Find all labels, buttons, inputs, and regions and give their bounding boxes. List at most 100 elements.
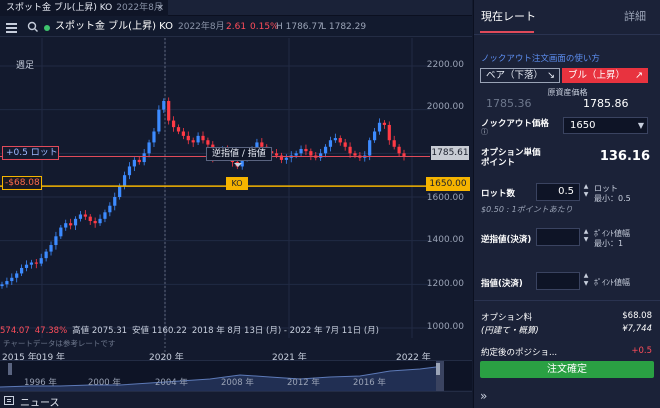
stat-high: 高値 2075.31 [72, 326, 128, 336]
instrument-tab[interactable]: スポット金 ブル(上昇) KO 2022年8月 × [0, 0, 168, 16]
y-tick: 2000.00 [426, 102, 464, 112]
fee-jpy-label: (円建て・概算) [481, 326, 539, 336]
bull-button[interactable]: ブル（上昇） ↗ [562, 68, 648, 83]
help-link[interactable]: ノックアウト注文画面の使い方 [481, 54, 600, 64]
candle-body [10, 277, 14, 282]
candlestick-chart-svg[interactable] [0, 38, 472, 360]
navigator-area-svg[interactable] [0, 361, 472, 391]
candle-body [392, 140, 396, 147]
expand-panel-icon[interactable]: » [480, 389, 488, 403]
position-size-label[interactable]: +0.5 ロット [2, 146, 59, 160]
candle-body [176, 127, 181, 132]
candle-body [372, 131, 377, 141]
candle-body [299, 148, 303, 154]
candle-body [54, 236, 58, 246]
candle-body [0, 284, 4, 287]
candle-body [44, 251, 48, 259]
y-tick: 2200.00 [426, 60, 464, 70]
navigator-label: 2008 年 [221, 378, 254, 388]
limit-unit: ﾎﾟｲﾝﾄ値幅 [594, 278, 630, 287]
candle-body [147, 142, 151, 154]
news-icon [4, 396, 14, 405]
confirm-order-button[interactable]: 注文確定 [480, 361, 654, 378]
chart-stats: 574.07 47.38% 高値 2075.31 安値 1160.22 2018 年 8… [0, 324, 384, 336]
stop-stepper[interactable]: ▲ ▼ [583, 228, 589, 243]
position-pnl-label[interactable]: -$68.08 [2, 176, 42, 190]
timeframe-label[interactable]: 週足 [16, 61, 35, 71]
candle-body [323, 146, 328, 154]
candle-body [397, 146, 401, 154]
low-price: L 1782.29 [321, 22, 367, 32]
candle-body [15, 273, 19, 278]
price-change-percent: 0.15% [250, 22, 279, 32]
x-axis-label: 019 年 [36, 353, 66, 363]
candle-body [83, 214, 87, 217]
candle-body [304, 148, 308, 152]
stop-min: 最小：1 [594, 239, 624, 248]
window-tab-bar: スポット金 ブル(上昇) KO 2022年8月 × [0, 0, 472, 16]
candle-body [103, 212, 107, 219]
candle-body [78, 214, 83, 219]
bull-label: ブル（上昇） [568, 70, 626, 81]
active-tab-indicator [480, 31, 534, 33]
instrument-title[interactable]: スポット金 ブル(上昇) KO [55, 21, 174, 32]
summary-divider [474, 300, 660, 301]
stop-limit-tooltip[interactable]: 逆指値 / 指値 [206, 147, 272, 161]
lots-stepper[interactable]: ▲ ▼ [583, 183, 589, 198]
fee-jpy-value: ¥7,744 [622, 324, 652, 334]
arrow-down-right-icon: ↘ [547, 70, 555, 81]
limit-stepper[interactable]: ▲ ▼ [583, 272, 589, 287]
limit-input[interactable] [536, 272, 580, 290]
candle-body [24, 264, 29, 268]
candle-body [309, 151, 313, 156]
option-price-label: オプション単価 [481, 148, 541, 158]
candle-body [333, 138, 337, 141]
candle-body [377, 122, 382, 132]
y-tick: 1000.00 [426, 322, 464, 332]
y-tick: 1200.00 [426, 279, 464, 289]
tab-title: スポット金 ブル(上昇) KO [6, 3, 113, 13]
hamburger-menu-icon[interactable] [6, 20, 18, 34]
x-axis-label: 2020 年 [149, 353, 184, 363]
candle-body [127, 166, 132, 176]
lots-input[interactable]: 0.5 [536, 183, 580, 201]
lots-min: 最小：0.5 [594, 194, 631, 203]
bear-button[interactable]: ベア（下落） ↘ [480, 68, 560, 83]
chart-data-note: チャートデータは参考レートです [3, 339, 116, 348]
price-chart[interactable]: 週足 2200.00 2000.00 1600.00 1400.00 1200.… [0, 38, 472, 363]
tab-current-rate[interactable]: 現在レート [481, 10, 536, 23]
candle-body [186, 135, 190, 141]
news-label[interactable]: ニュース [20, 398, 60, 408]
candle-body [402, 153, 406, 157]
candle-body [319, 153, 323, 158]
candle-body [93, 221, 97, 224]
info-icon[interactable]: ⓘ [481, 128, 488, 136]
navigator-label: 2004 年 [155, 378, 188, 388]
panel-divider [474, 34, 660, 35]
position-after-label: 約定後のポジショ... [481, 348, 558, 358]
close-icon[interactable]: × [156, 3, 164, 13]
candle-body [137, 159, 141, 163]
x-axis-label: 2015 年 [2, 353, 37, 363]
ko-price-select[interactable]: 1650 ▼ [563, 117, 648, 134]
candle-body [181, 131, 185, 136]
candle-body [108, 205, 112, 213]
stop-input[interactable] [536, 228, 580, 246]
search-icon[interactable] [27, 20, 39, 34]
position-after-value: +0.5 [631, 346, 652, 356]
ko-price-tag[interactable]: 1650.00 [426, 177, 470, 191]
candle-body [338, 138, 342, 143]
news-bar[interactable]: ニュース [0, 391, 472, 408]
tab-detail[interactable]: 詳細 [624, 10, 646, 23]
lots-unit: ロット [594, 184, 618, 193]
candle-body [118, 186, 122, 197]
candle-body [157, 109, 161, 132]
fee-value: $68.08 [622, 311, 652, 321]
candle-body [353, 153, 357, 156]
candle-body [64, 223, 68, 228]
candle-body [142, 153, 146, 163]
y-tick: 1600.00 [426, 193, 464, 203]
ko-line-handle[interactable]: KO [226, 177, 248, 190]
stat-range: 2018 年 8月 13日 (月) - 2022 年 7月 11日 (月) [191, 326, 379, 336]
time-navigator[interactable]: 1996 年 2000 年 2004 年 2008 年 2012 年 2016 … [0, 360, 472, 391]
